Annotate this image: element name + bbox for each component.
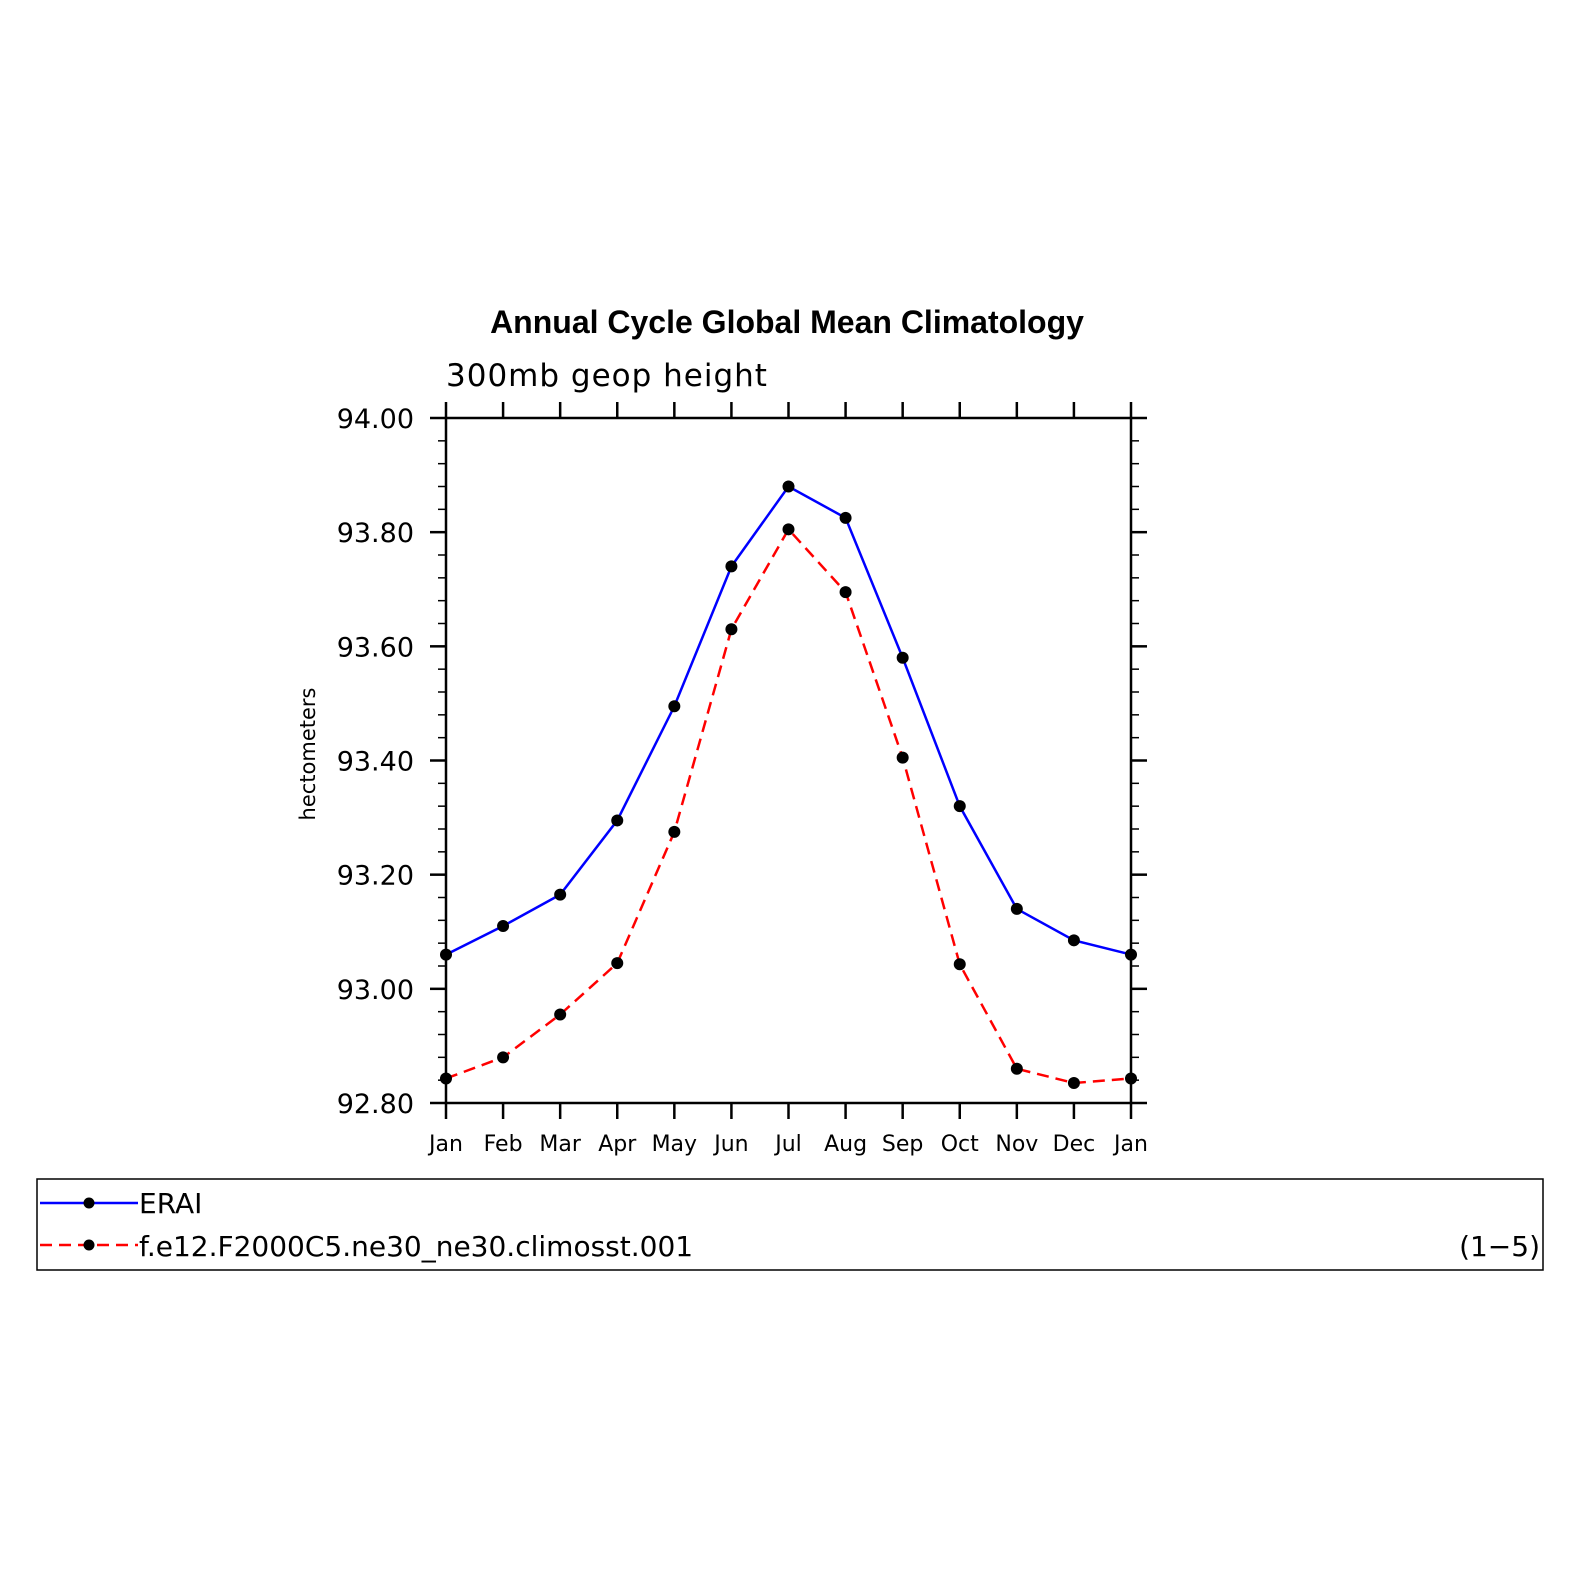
x-tick-label: Dec bbox=[1053, 1132, 1096, 1157]
legend-item-model: f.e12.F2000C5.ne30_ne30.climosst.001 bbox=[40, 1230, 693, 1263]
legend-marker-erai bbox=[83, 1197, 95, 1209]
data-point-series-1 bbox=[497, 1051, 510, 1064]
x-tick-label: Oct bbox=[941, 1132, 979, 1157]
x-tick-label: Sep bbox=[882, 1132, 923, 1157]
legend-label-model: f.e12.F2000C5.ne30_ne30.climosst.001 bbox=[139, 1230, 693, 1263]
data-point-series-0 bbox=[725, 560, 738, 573]
data-point-series-0 bbox=[668, 700, 681, 713]
data-point-series-1 bbox=[1067, 1077, 1080, 1090]
legend-label-erai: ERAI bbox=[139, 1187, 202, 1220]
x-tick-label: Jun bbox=[712, 1132, 748, 1157]
data-point-series-1 bbox=[1010, 1062, 1023, 1075]
plot-axes: 92.80 93.00 93.20 93.40 93.60 93.80 94.00 Jan Fe… bbox=[337, 402, 1148, 1157]
series-line-1 bbox=[445, 527, 1132, 1085]
legend-box bbox=[36, 1178, 1544, 1271]
data-point-series-0 bbox=[440, 948, 452, 961]
data-point-series-0 bbox=[953, 800, 966, 813]
data-point-series-1 bbox=[668, 825, 681, 838]
legend-marker-model bbox=[83, 1239, 95, 1251]
data-point-series-0 bbox=[611, 814, 624, 827]
x-tick-label: Jan bbox=[427, 1132, 463, 1157]
data-point-series-0 bbox=[782, 480, 795, 493]
data-point-series-1 bbox=[782, 523, 795, 536]
data-point-series-0 bbox=[1125, 948, 1137, 961]
data-point-series-1 bbox=[725, 623, 738, 636]
data-point-series-1 bbox=[1125, 1072, 1137, 1085]
data-point-series-1 bbox=[839, 586, 852, 599]
y-tick-label: 94.00 bbox=[337, 404, 414, 435]
data-point-series-1 bbox=[896, 751, 909, 764]
x-tick-label: Nov bbox=[995, 1132, 1038, 1157]
x-tick-label: Jul bbox=[773, 1132, 802, 1157]
data-point-series-0 bbox=[839, 511, 852, 524]
series-layer bbox=[440, 480, 1137, 1090]
legend: ERAI f.e12.F2000C5.ne30_ne30.climosst.00… bbox=[36, 1178, 1544, 1271]
chart-title: Annual Cycle Global Mean Climatology bbox=[490, 304, 1084, 340]
chart-subtitle: 300mb geop height bbox=[446, 358, 768, 394]
data-point-series-0 bbox=[1010, 902, 1023, 915]
x-tick-label: Jan bbox=[1112, 1132, 1148, 1157]
x-tick-label: Mar bbox=[539, 1132, 581, 1157]
data-point-series-0 bbox=[896, 651, 909, 664]
data-point-series-1 bbox=[611, 957, 624, 970]
y-tick-label: 93.80 bbox=[337, 518, 414, 549]
x-tick-label: May bbox=[652, 1132, 697, 1157]
y-tick-label: 93.40 bbox=[337, 747, 414, 778]
data-point-series-1 bbox=[953, 958, 966, 971]
y-tick-label: 92.80 bbox=[337, 1089, 414, 1120]
y-tick-label: 93.60 bbox=[337, 632, 414, 663]
x-tick-label: Feb bbox=[484, 1132, 523, 1157]
y-tick-label: 93.00 bbox=[337, 975, 414, 1006]
data-point-series-1 bbox=[554, 1008, 567, 1021]
data-point-series-1 bbox=[440, 1072, 452, 1085]
x-tick-label: Aug bbox=[824, 1132, 867, 1157]
plot-frame bbox=[444, 416, 1133, 1105]
data-point-series-0 bbox=[554, 888, 567, 901]
panel-id-label: (1−5) bbox=[1459, 1230, 1540, 1263]
data-point-series-0 bbox=[497, 920, 510, 933]
y-tick-label: 93.20 bbox=[337, 861, 414, 892]
y-axis-label: hectometers bbox=[296, 688, 320, 821]
x-tick-label: Apr bbox=[598, 1132, 637, 1157]
series-line-0 bbox=[445, 484, 1132, 956]
data-point-series-0 bbox=[1067, 934, 1080, 947]
legend-item-erai: ERAI bbox=[40, 1187, 202, 1220]
